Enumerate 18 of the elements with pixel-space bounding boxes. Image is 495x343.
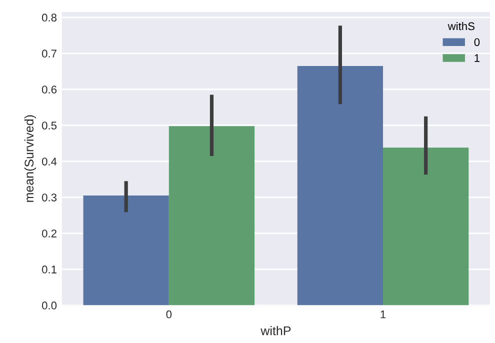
legend-label: 0 xyxy=(474,38,480,46)
y-tick-label: 0.5 xyxy=(42,122,57,130)
bar xyxy=(297,66,384,306)
y-tick-label: 0.2 xyxy=(42,230,56,238)
legend-label: 1 xyxy=(474,54,480,62)
bar xyxy=(383,148,469,306)
bar xyxy=(168,126,255,306)
y-tick-label: 0.6 xyxy=(42,86,57,94)
y-tick-label: 0.3 xyxy=(42,194,57,202)
legend-title: withS xyxy=(448,22,474,30)
y-tick-label: 0.1 xyxy=(42,266,56,274)
x-axis-title: withP xyxy=(260,326,291,336)
y-axis-title: mean(Survived) xyxy=(24,115,36,202)
y-tick-label: 0.4 xyxy=(42,158,57,166)
y-tick-label: 0.7 xyxy=(42,50,56,58)
bar xyxy=(83,196,169,306)
y-tick-label: 0.8 xyxy=(42,14,57,22)
y-tick-label: 0.0 xyxy=(42,302,57,310)
